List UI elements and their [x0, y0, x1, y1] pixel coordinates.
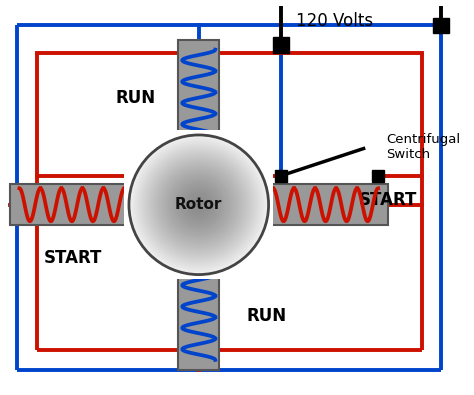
Circle shape — [197, 203, 201, 207]
Bar — [124, 130, 273, 279]
Circle shape — [135, 141, 263, 269]
Circle shape — [139, 145, 259, 265]
Text: 120 Volts: 120 Volts — [296, 11, 373, 30]
Circle shape — [133, 139, 264, 271]
Circle shape — [180, 186, 217, 223]
Text: Rotor: Rotor — [175, 197, 222, 212]
Circle shape — [146, 152, 252, 258]
Circle shape — [144, 150, 253, 260]
Circle shape — [164, 169, 234, 240]
Circle shape — [158, 164, 239, 246]
Circle shape — [191, 197, 206, 212]
Circle shape — [161, 167, 237, 243]
Text: Centrifugal
Switch: Centrifugal Switch — [386, 133, 460, 161]
Circle shape — [147, 153, 251, 257]
Circle shape — [169, 175, 228, 234]
Bar — [433, 18, 449, 33]
Circle shape — [130, 136, 267, 273]
Circle shape — [172, 178, 226, 231]
Circle shape — [156, 163, 241, 247]
Circle shape — [132, 138, 266, 272]
Bar — [9, 184, 155, 225]
Circle shape — [148, 154, 249, 255]
Text: START: START — [359, 191, 417, 209]
Circle shape — [183, 189, 215, 220]
Circle shape — [182, 188, 216, 222]
Circle shape — [192, 199, 205, 211]
Circle shape — [165, 171, 233, 239]
Circle shape — [171, 177, 227, 233]
Circle shape — [179, 185, 219, 225]
Circle shape — [153, 158, 245, 251]
Circle shape — [162, 168, 235, 241]
Text: START: START — [44, 249, 102, 267]
Circle shape — [187, 193, 210, 216]
Text: RUN: RUN — [116, 89, 156, 107]
Circle shape — [184, 190, 213, 219]
Bar — [273, 37, 289, 53]
Circle shape — [143, 149, 255, 261]
Circle shape — [177, 183, 220, 226]
Circle shape — [173, 179, 224, 230]
Circle shape — [174, 181, 223, 229]
Circle shape — [141, 147, 256, 262]
Bar — [178, 40, 219, 166]
Circle shape — [140, 146, 257, 263]
Circle shape — [151, 157, 246, 252]
Circle shape — [189, 194, 209, 215]
Circle shape — [166, 172, 231, 237]
Circle shape — [155, 161, 242, 248]
Circle shape — [137, 143, 260, 266]
Circle shape — [176, 182, 221, 228]
Text: RUN: RUN — [246, 307, 287, 325]
Circle shape — [150, 156, 248, 254]
Circle shape — [194, 200, 203, 209]
Bar — [178, 244, 219, 370]
Circle shape — [159, 166, 238, 244]
Circle shape — [186, 192, 212, 218]
Circle shape — [154, 160, 244, 250]
Bar — [242, 184, 388, 225]
Circle shape — [190, 196, 208, 214]
Circle shape — [195, 201, 202, 208]
Circle shape — [136, 142, 262, 268]
Circle shape — [168, 174, 230, 236]
Circle shape — [129, 135, 269, 275]
